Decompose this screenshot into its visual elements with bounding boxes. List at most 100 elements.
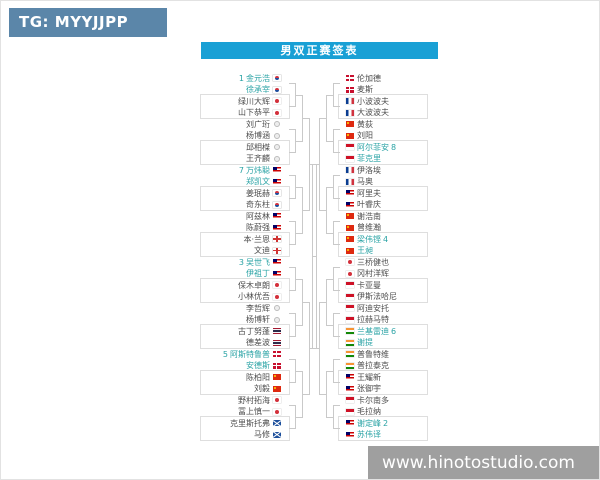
player-name: 大波波夫 bbox=[357, 108, 389, 117]
flag-icon bbox=[273, 236, 281, 242]
flag-icon bbox=[273, 98, 281, 104]
seed-number: 7 bbox=[238, 165, 244, 175]
player-row: 7 万炜聪 bbox=[201, 165, 289, 176]
seed-number: 5 bbox=[222, 349, 228, 359]
seed-number: 1 bbox=[238, 73, 244, 83]
player-name: 吴世飞 bbox=[246, 257, 270, 267]
player-name: 杨博轩 bbox=[246, 315, 270, 324]
team: 邱相榤 王齐麟 bbox=[200, 140, 290, 165]
bracket-line bbox=[289, 336, 296, 337]
team: 刘广珩 杨博涵 bbox=[201, 118, 289, 141]
bracket-line bbox=[319, 117, 327, 119]
bracket-line bbox=[333, 221, 340, 222]
bracket-line bbox=[302, 301, 310, 303]
player-name: 谢定峰 bbox=[357, 418, 381, 428]
bracket-line bbox=[333, 313, 340, 314]
bracket-line bbox=[333, 428, 340, 429]
flag-icon bbox=[346, 408, 354, 415]
player-name: 小林优吾 bbox=[238, 292, 270, 301]
player-row: 德差波 bbox=[201, 337, 289, 348]
team: 谢浩南 曾维瀚 bbox=[339, 210, 427, 233]
bracket-line bbox=[312, 163, 320, 165]
flag-icon bbox=[273, 397, 281, 403]
player-row: 陈蔚强 bbox=[201, 222, 289, 233]
flag-icon bbox=[273, 316, 281, 323]
team: 阿迪安托 拉赫马特 bbox=[339, 302, 427, 325]
player-row: 谢提 bbox=[339, 337, 427, 348]
team: 谢定峰 2 苏伟译 bbox=[338, 416, 428, 441]
player-row: 冈村洋辉 bbox=[339, 268, 427, 279]
flag-icon bbox=[346, 178, 354, 185]
bracket-line bbox=[333, 175, 340, 176]
flag-icon bbox=[346, 259, 354, 265]
player-row: 卡亚曼 bbox=[339, 280, 427, 291]
bracket-line bbox=[319, 301, 327, 303]
bracket-line bbox=[333, 106, 340, 107]
player-row: 陈柏阳 bbox=[201, 372, 289, 383]
bracket-line bbox=[333, 359, 340, 360]
player-row: 王昶 bbox=[339, 245, 427, 256]
player-name: 谢浩南 bbox=[357, 211, 381, 221]
team: 陈柏阳 刘毅 bbox=[200, 370, 290, 395]
flag-icon bbox=[273, 155, 281, 162]
team: 三桥健也 冈村洋辉 bbox=[339, 256, 427, 279]
flag-icon bbox=[273, 144, 281, 150]
player-name: 杨博涵 bbox=[246, 131, 270, 140]
player-row: 叶睿庆 bbox=[339, 199, 427, 210]
flag-icon bbox=[346, 431, 354, 438]
player-name: 普鲁特维 bbox=[357, 349, 389, 359]
team: 绿川大辉 山下恭平 bbox=[200, 94, 290, 119]
player-name: 伊祖丁 bbox=[246, 269, 270, 278]
bracket-line bbox=[333, 336, 340, 337]
bracket-line bbox=[333, 244, 340, 245]
bracket-line bbox=[326, 232, 334, 234]
team: 野村拓海 冨上慎一 bbox=[201, 394, 289, 417]
player-name: 德差波 bbox=[246, 338, 270, 347]
bracket-line bbox=[333, 290, 340, 291]
bracket-line bbox=[333, 405, 340, 406]
bracket-line bbox=[295, 232, 303, 234]
player-row: 伊斯法哈尼 bbox=[339, 291, 427, 302]
player-row: 小波波夫 bbox=[339, 96, 427, 107]
player-name: 绿川大辉 bbox=[238, 96, 270, 106]
seed-number: 4 bbox=[383, 234, 389, 244]
player-row: 菲克里 bbox=[339, 153, 427, 164]
bracket-line bbox=[326, 94, 334, 96]
flag-icon bbox=[346, 121, 354, 127]
team: 李哲辉 杨博轩 bbox=[201, 302, 289, 325]
flag-icon bbox=[346, 420, 354, 426]
team: 本·兰恩文迪 bbox=[200, 232, 290, 257]
flag-icon bbox=[273, 420, 281, 426]
bracket-line bbox=[289, 106, 296, 107]
player-row: 冨上慎一 bbox=[201, 406, 289, 417]
player-row: 5 阿斯特鲁普 bbox=[201, 349, 289, 360]
player-name: 保木卓朗 bbox=[238, 280, 270, 290]
team: 卡亚曼 伊斯法哈尼 bbox=[338, 278, 428, 303]
player-row: 拉赫马特 bbox=[339, 314, 427, 325]
flag-icon bbox=[273, 213, 281, 219]
player-name: 兰基雷迪 bbox=[357, 326, 389, 336]
seed-number: 6 bbox=[391, 326, 397, 336]
player-name: 姜珉赫 bbox=[246, 188, 270, 198]
bracket-line bbox=[333, 152, 340, 153]
player-row: 古丁努蓬 bbox=[201, 326, 289, 337]
bracket-line bbox=[295, 416, 303, 418]
player-name: 本·兰恩 bbox=[243, 234, 270, 244]
flag-icon bbox=[273, 121, 281, 127]
player-row: 麦斯 bbox=[339, 84, 427, 95]
player-name: 克里斯托弗 bbox=[230, 418, 270, 428]
player-name: 阿迪安托 bbox=[357, 303, 389, 313]
flag-icon bbox=[346, 282, 354, 288]
player-row: 杨博涵 bbox=[201, 130, 289, 141]
player-name: 徐承宰 bbox=[246, 85, 270, 94]
flag-icon bbox=[273, 385, 281, 392]
player-name: 文迪 bbox=[254, 246, 270, 255]
seed-number: 2 bbox=[383, 418, 389, 428]
bracket-line bbox=[295, 370, 303, 372]
flag-icon bbox=[346, 224, 354, 231]
player-name: 万炜聪 bbox=[246, 165, 270, 175]
flag-icon bbox=[273, 328, 281, 334]
player-name: 卡尔南多 bbox=[357, 395, 389, 405]
flag-icon bbox=[273, 374, 281, 380]
